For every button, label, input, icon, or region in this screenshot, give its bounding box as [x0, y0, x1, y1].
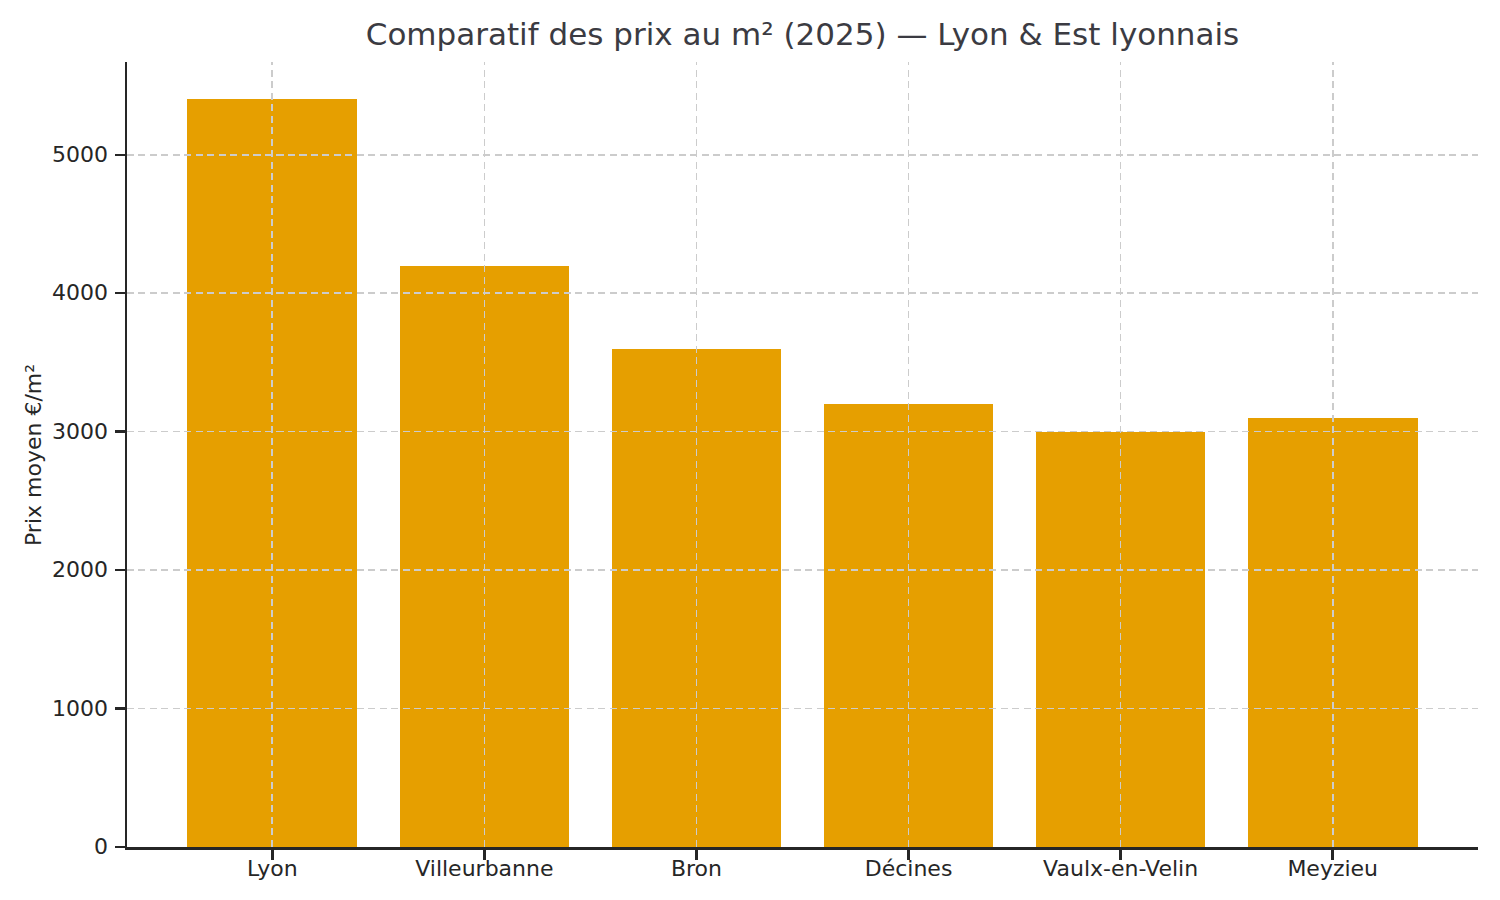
grid-line-v [1332, 62, 1334, 847]
y-axis-spine [125, 62, 128, 850]
y-tick [115, 292, 125, 295]
y-tick [115, 430, 125, 433]
y-tick [115, 846, 125, 849]
plot-area: 010002000300040005000LyonVilleurbanneBro… [127, 62, 1478, 847]
x-tick-label: Villeurbanne [364, 856, 604, 881]
y-tick-label: 5000 [24, 141, 108, 169]
x-tick [695, 850, 698, 860]
x-tick [483, 850, 486, 860]
y-tick-label: 1000 [24, 695, 108, 723]
x-tick-label: Lyon [152, 856, 392, 881]
y-tick-label: 4000 [24, 279, 108, 307]
bar-chart-figure: Comparatif des prix au m² (2025) — Lyon … [0, 0, 1500, 900]
y-axis-label: Prix moyen €/m² [21, 364, 46, 546]
grid-line-h [127, 292, 1478, 294]
grid-line-h [127, 154, 1478, 156]
x-tick-label: Décines [789, 856, 1029, 881]
x-tick-label: Vaulx-en-Velin [1001, 856, 1241, 881]
x-tick [1119, 850, 1122, 860]
x-tick-label: Meyzieu [1213, 856, 1453, 881]
grid-line-h [127, 708, 1478, 710]
y-tick-label: 3000 [24, 418, 108, 446]
grid-line-h [127, 431, 1478, 433]
y-tick-label: 0 [24, 833, 108, 861]
grid-line-v [484, 62, 486, 847]
chart-title: Comparatif des prix au m² (2025) — Lyon … [127, 16, 1478, 52]
y-tick [115, 154, 125, 157]
y-tick [115, 569, 125, 572]
grid-line-v [908, 62, 910, 847]
y-tick [115, 707, 125, 710]
y-tick-label: 2000 [24, 556, 108, 584]
grid-line-v [1120, 62, 1122, 847]
x-axis-spine [125, 847, 1479, 850]
x-tick [271, 850, 274, 860]
x-tick [1331, 850, 1334, 860]
grid-line-h [127, 569, 1478, 571]
grid-line-v [696, 62, 698, 847]
grid-line-v [271, 62, 273, 847]
x-tick-label: Bron [576, 856, 816, 881]
x-tick [907, 850, 910, 860]
